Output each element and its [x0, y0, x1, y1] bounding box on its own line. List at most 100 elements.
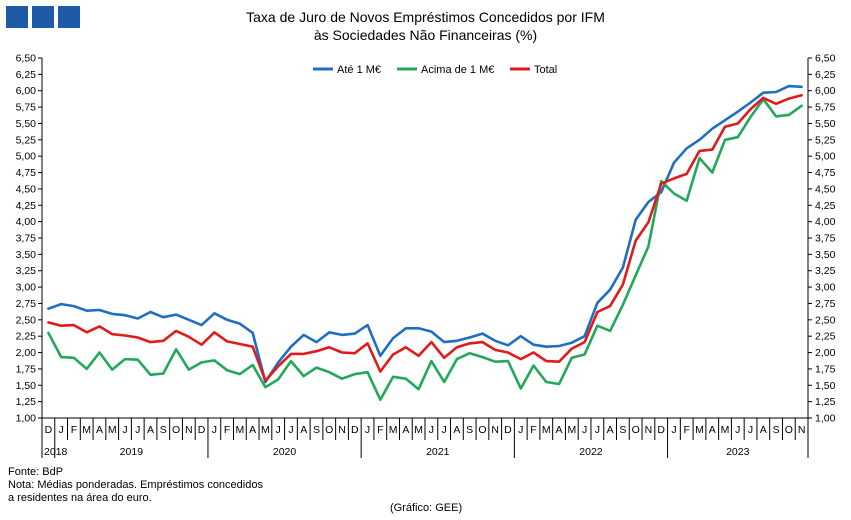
chart-title-line-1: Taxa de Juro de Novos Empréstimos Conced…: [246, 9, 605, 25]
y-tick-label-right: 3,75: [815, 233, 836, 245]
y-tick-label-right: 3,50: [815, 249, 836, 261]
x-year-label: 2019: [120, 446, 144, 458]
x-month-label: M: [567, 424, 576, 436]
y-tick-label-right: 6,50: [815, 53, 836, 65]
x-month-label: M: [82, 424, 91, 436]
legend: Até 1 M€ Acima de 1 M€ Total: [313, 64, 557, 76]
y-tick-label-left: 3,75: [16, 233, 37, 245]
x-month-label: F: [530, 424, 536, 436]
gee-logo: [6, 6, 80, 28]
x-month-label: J: [595, 424, 600, 436]
x-month-label: J: [582, 424, 587, 436]
y-tick-label-left: 1,00: [16, 413, 37, 425]
x-month-label: M: [542, 424, 551, 436]
y-tick-label-left: 4,00: [16, 216, 37, 228]
y-tick-label-right: 1,75: [815, 363, 836, 375]
y-tick-label-left: 4,25: [16, 200, 37, 212]
x-month-label: A: [300, 424, 307, 436]
y-tick-label-right: 3,25: [815, 265, 836, 277]
y-tick-label-right: 5,50: [815, 118, 836, 130]
x-month-label: A: [147, 424, 154, 436]
x-month-label: D: [45, 424, 53, 436]
y-tick-label-right: 1,25: [815, 396, 836, 408]
x-month-label: D: [351, 424, 359, 436]
x-month-label: J: [288, 424, 293, 436]
x-month-label: M: [389, 424, 398, 436]
x-month-label: N: [645, 424, 653, 436]
x-month-label: S: [313, 424, 320, 436]
x-month-label: O: [785, 424, 793, 436]
x-month-label: A: [760, 424, 767, 436]
y-tick-label-right: 2,25: [815, 331, 836, 343]
y-axis-left: 1,00 1,25 1,50 1,75 2,00 2,25 2,50 2,75 3,00 3,25…: [16, 53, 43, 425]
x-year-label: 2023: [726, 446, 750, 458]
x-month-label: J: [365, 424, 370, 436]
x-month-label: S: [619, 424, 626, 436]
y-tick-label-right: 4,75: [815, 167, 836, 179]
x-month-label: O: [632, 424, 640, 436]
y-tick-label-left: 5,25: [16, 134, 37, 146]
y-tick-label-right: 4,50: [815, 183, 836, 195]
x-month-label: M: [236, 424, 245, 436]
source-text: Fonte: BdP: [8, 466, 64, 478]
y-tick-label-left: 4,75: [16, 167, 37, 179]
y-tick-label-left: 2,25: [16, 331, 37, 343]
logo-square-2: [32, 6, 54, 28]
y-tick-label-left: 6,50: [16, 53, 37, 65]
legend-label-2: Acima de 1 M€: [421, 64, 494, 76]
series-group: [47, 84, 803, 402]
x-month-label: D: [198, 424, 206, 436]
x-month-label: J: [518, 424, 523, 436]
series-line-3: [47, 94, 803, 383]
y-tick-label-left: 1,25: [16, 396, 37, 408]
x-year-label: 2021: [426, 446, 450, 458]
x-month-label: J: [135, 424, 140, 436]
x-month-label: O: [478, 424, 486, 436]
x-month-label: O: [325, 424, 333, 436]
y-tick-label-right: 4,25: [815, 200, 836, 212]
y-tick-label-right: 2,75: [815, 298, 836, 310]
chart-title: Taxa de Juro de Novos Empréstimos Conced…: [0, 8, 851, 44]
chart-credit: (Gráfico: GEE): [390, 502, 463, 514]
series-line-1: [47, 84, 803, 384]
x-month-label: D: [657, 424, 665, 436]
y-tick-label-right: 6,25: [815, 69, 836, 81]
y-tick-label-right: 2,50: [815, 314, 836, 326]
y-tick-label-left: 3,50: [16, 249, 37, 261]
y-tick-label-left: 1,50: [16, 380, 37, 392]
x-month-label: J: [122, 424, 127, 436]
y-tick-label-right: 5,25: [815, 134, 836, 146]
y-tick-label-left: 2,75: [16, 298, 37, 310]
x-month-label: J: [442, 424, 447, 436]
x-year-label: 2018: [44, 446, 68, 458]
x-month-label: D: [504, 424, 512, 436]
x-month-label: M: [721, 424, 730, 436]
logo-square-1: [6, 6, 28, 28]
y-tick-label-left: 2,00: [16, 347, 37, 359]
y-axis-right: 1,00 1,25 1,50 1,75 2,00 2,25 2,50 2,75 3,00 3,25…: [807, 53, 836, 425]
y-tick-label-right: 4,00: [815, 216, 836, 228]
footer-notes: Fonte: BdP Nota: Médias ponderadas. Empr…: [8, 466, 263, 505]
y-tick-label-left: 2,50: [16, 314, 37, 326]
note-line-1: Nota: Médias ponderadas. Empréstimos con…: [8, 479, 263, 491]
x-month-label: A: [709, 424, 716, 436]
y-tick-label-left: 6,25: [16, 69, 37, 81]
x-month-label: A: [607, 424, 614, 436]
x-month-label: F: [377, 424, 383, 436]
x-month-label: J: [671, 424, 676, 436]
x-month-label: J: [735, 424, 740, 436]
x-month-label: A: [402, 424, 409, 436]
y-tick-label-left: 5,50: [16, 118, 37, 130]
y-tick-label-left: 3,00: [16, 282, 37, 294]
x-month-label: A: [249, 424, 256, 436]
legend-label-3: Total: [534, 64, 557, 76]
x-month-label: A: [556, 424, 563, 436]
logo-square-3: [58, 6, 80, 28]
y-tick-label-left: 4,50: [16, 183, 37, 195]
x-month-label: S: [773, 424, 780, 436]
y-tick-label-left: 6,00: [16, 85, 37, 97]
x-month-label: N: [338, 424, 346, 436]
y-tick-label-left: 5,75: [16, 102, 37, 114]
series-line-2: [47, 97, 803, 402]
